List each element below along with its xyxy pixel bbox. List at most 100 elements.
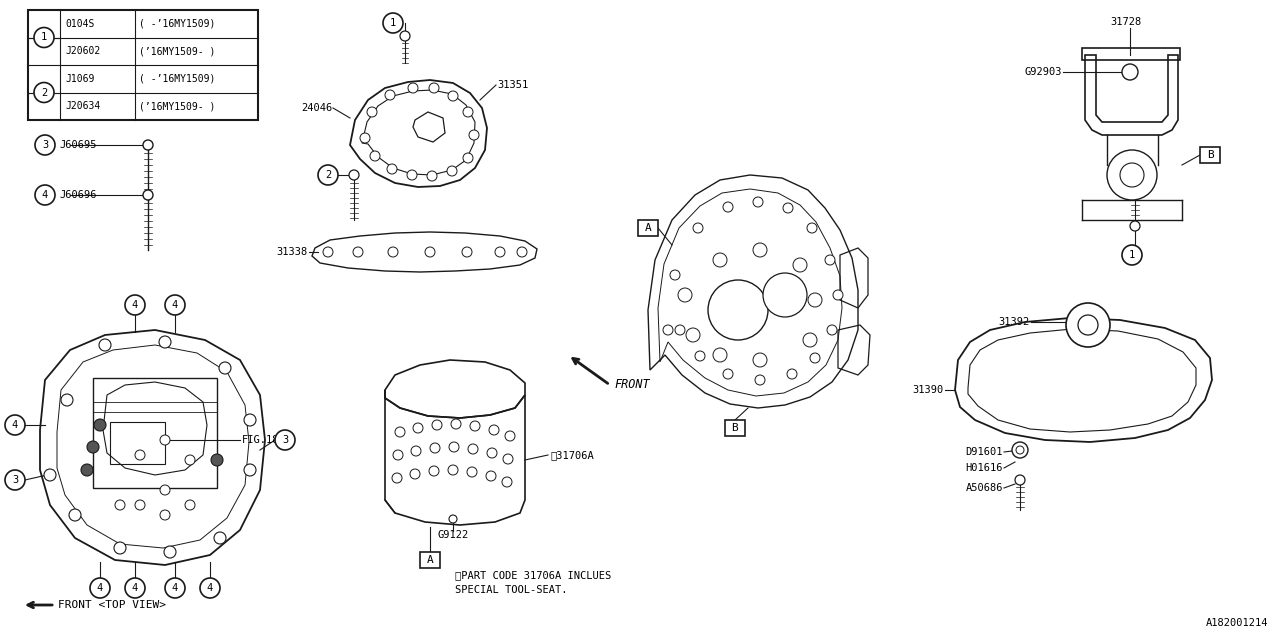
- Circle shape: [686, 328, 700, 342]
- Circle shape: [370, 151, 380, 161]
- Circle shape: [433, 420, 442, 430]
- Circle shape: [470, 421, 480, 431]
- Circle shape: [349, 170, 358, 180]
- Circle shape: [186, 500, 195, 510]
- Circle shape: [408, 83, 419, 93]
- Text: 2: 2: [41, 88, 47, 97]
- Circle shape: [323, 247, 333, 257]
- Text: 4: 4: [132, 300, 138, 310]
- Text: FRONT <TOP VIEW>: FRONT <TOP VIEW>: [58, 600, 166, 610]
- Text: B: B: [732, 423, 739, 433]
- Text: J60696: J60696: [59, 190, 96, 200]
- Circle shape: [695, 351, 705, 361]
- Circle shape: [125, 578, 145, 598]
- Text: 24046: 24046: [301, 103, 332, 113]
- Circle shape: [708, 280, 768, 340]
- Text: A50686: A50686: [965, 483, 1004, 493]
- Circle shape: [393, 450, 403, 460]
- Circle shape: [35, 28, 54, 47]
- Circle shape: [219, 362, 230, 374]
- Circle shape: [678, 288, 692, 302]
- Circle shape: [502, 477, 512, 487]
- Text: 1: 1: [390, 18, 396, 28]
- Bar: [724, 420, 745, 436]
- Circle shape: [5, 470, 26, 490]
- Circle shape: [244, 464, 256, 476]
- Circle shape: [447, 166, 457, 176]
- Text: 0104S: 0104S: [65, 19, 95, 29]
- Circle shape: [383, 13, 403, 33]
- Circle shape: [160, 485, 170, 495]
- Text: FRONT: FRONT: [614, 378, 650, 392]
- Text: ( -’16MY1509): ( -’16MY1509): [140, 74, 215, 84]
- Circle shape: [451, 419, 461, 429]
- Circle shape: [826, 255, 835, 265]
- Circle shape: [794, 258, 806, 272]
- Circle shape: [115, 500, 125, 510]
- Circle shape: [1123, 64, 1138, 80]
- Circle shape: [1066, 303, 1110, 347]
- Circle shape: [692, 223, 703, 233]
- Bar: [1082, 48, 1180, 60]
- Polygon shape: [1085, 55, 1178, 135]
- Text: 1: 1: [41, 33, 47, 42]
- Circle shape: [755, 375, 765, 385]
- Circle shape: [803, 333, 817, 347]
- Circle shape: [833, 290, 844, 300]
- Circle shape: [160, 435, 170, 445]
- Circle shape: [753, 243, 767, 257]
- Circle shape: [385, 90, 396, 100]
- Circle shape: [5, 415, 26, 435]
- Circle shape: [428, 171, 436, 181]
- Circle shape: [448, 465, 458, 475]
- Text: 31390: 31390: [913, 385, 945, 395]
- Text: G92903: G92903: [1024, 67, 1062, 77]
- Bar: [420, 552, 440, 568]
- Circle shape: [35, 135, 55, 155]
- Text: FIG.180: FIG.180: [242, 435, 285, 445]
- Circle shape: [675, 325, 685, 335]
- Circle shape: [827, 325, 837, 335]
- Circle shape: [114, 542, 125, 554]
- Text: ( -’16MY1509): ( -’16MY1509): [140, 19, 215, 29]
- Circle shape: [468, 444, 477, 454]
- Text: 1: 1: [1129, 250, 1135, 260]
- Circle shape: [396, 427, 404, 437]
- Text: 3: 3: [12, 475, 18, 485]
- Text: 4: 4: [12, 420, 18, 430]
- Circle shape: [1123, 245, 1142, 265]
- Circle shape: [165, 295, 186, 315]
- Circle shape: [723, 202, 733, 212]
- Circle shape: [81, 464, 93, 476]
- Text: 4: 4: [97, 583, 104, 593]
- Text: 4: 4: [207, 583, 214, 593]
- Circle shape: [159, 336, 172, 348]
- Text: A: A: [426, 555, 434, 565]
- Text: 4: 4: [42, 190, 49, 200]
- Circle shape: [713, 253, 727, 267]
- Text: 31351: 31351: [497, 80, 529, 90]
- Circle shape: [200, 578, 220, 598]
- Circle shape: [160, 510, 170, 520]
- Text: 31338: 31338: [276, 247, 308, 257]
- Circle shape: [35, 83, 54, 102]
- Circle shape: [449, 515, 457, 523]
- Text: D91601: D91601: [965, 447, 1004, 457]
- Circle shape: [143, 190, 154, 200]
- Circle shape: [143, 140, 154, 150]
- Circle shape: [388, 247, 398, 257]
- Circle shape: [1015, 475, 1025, 485]
- Bar: [110, 422, 165, 464]
- Circle shape: [429, 83, 439, 93]
- Circle shape: [763, 273, 806, 317]
- Text: A182001214: A182001214: [1206, 618, 1268, 628]
- Circle shape: [448, 91, 458, 101]
- Text: 3: 3: [42, 140, 49, 150]
- Circle shape: [808, 293, 822, 307]
- Circle shape: [134, 500, 145, 510]
- Circle shape: [462, 247, 472, 257]
- Circle shape: [467, 467, 477, 477]
- Circle shape: [486, 471, 497, 481]
- Text: 2: 2: [325, 170, 332, 180]
- Circle shape: [360, 133, 370, 143]
